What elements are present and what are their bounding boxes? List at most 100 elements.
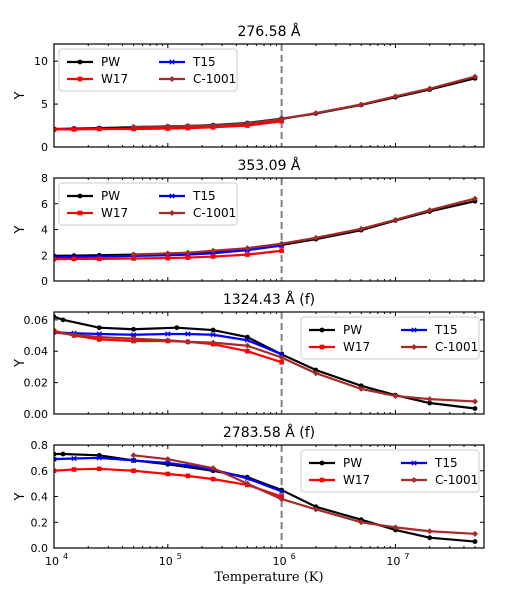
y-tick-label: 0.02: [24, 377, 49, 390]
y-tick-label: 0.0: [31, 542, 49, 555]
y-tick-label: 0.8: [31, 439, 49, 452]
data-point-c-1001: [426, 396, 433, 403]
legend-label: PW: [101, 189, 120, 203]
legend-label: C-1001: [193, 206, 236, 220]
y-tick-label: 6: [41, 198, 48, 211]
data-point-c-1001: [312, 110, 319, 117]
data-point-c-1001: [71, 331, 78, 338]
panel-title: 353.09 Å: [237, 157, 300, 174]
data-point-c-1001: [392, 216, 399, 223]
data-point-c-1001: [278, 496, 285, 503]
data-point-pw: [427, 535, 433, 541]
x-tick-label: 10: [45, 555, 59, 568]
legend-label: T15: [434, 456, 458, 470]
legend-marker: [169, 76, 175, 82]
data-point-c-1001: [244, 342, 251, 349]
data-point-t15: [278, 351, 285, 358]
legend-marker: [169, 193, 175, 199]
legend-marker: [319, 327, 325, 333]
panel-title: 276.58 Å: [237, 23, 300, 40]
legend-marker: [411, 460, 417, 466]
y-tick-label: 8: [41, 172, 48, 185]
data-point-c-1001: [471, 195, 478, 202]
panel-3: 1324.43 Å (f) Y 0.00 0.02 0.04 0.06 PW T15 W17 C-…: [13, 291, 485, 421]
data-point-w17: [165, 471, 171, 477]
data-point-w17: [96, 126, 102, 132]
data-point-pw: [96, 325, 102, 331]
data-point-c-1001: [471, 398, 478, 405]
data-point-c-1001: [130, 335, 137, 342]
legend-marker: [319, 477, 325, 483]
y-tick-label: 0.00: [24, 408, 49, 421]
data-point-c-1001: [54, 329, 57, 336]
data-point-t15: [96, 455, 102, 461]
data-point-t15: [244, 337, 251, 343]
legend-label: C-1001: [435, 340, 478, 354]
panel-title: 2783.58 Å (f): [223, 424, 315, 441]
data-point-w17: [185, 473, 191, 479]
data-point-t15: [71, 455, 77, 462]
data-point-w17: [71, 127, 77, 132]
legend-label: W17: [101, 206, 128, 220]
data-point-c-1001: [164, 250, 171, 257]
data-point-c-1001: [210, 465, 217, 472]
legend-label: T15: [434, 323, 458, 337]
legend-label: W17: [101, 72, 128, 86]
panel-title: 1324.43 Å (f): [223, 291, 315, 308]
series-group: [54, 451, 478, 544]
series-group: [54, 73, 478, 133]
series-line-c-1001: [133, 454, 476, 535]
data-point-w17: [210, 254, 216, 259]
data-point-w17: [96, 466, 102, 472]
data-point-w17: [71, 467, 77, 472]
data-point-w17: [245, 252, 250, 257]
y-axis-label: Y: [13, 492, 28, 501]
legend-marker: [319, 460, 325, 466]
series-line-c-1001: [54, 331, 476, 403]
legend-marker: [77, 59, 83, 65]
y-tick-label: 0: [41, 141, 48, 154]
data-point-c-1001: [130, 452, 137, 459]
data-point-w17: [54, 468, 57, 474]
x-tick-label: 10: [386, 555, 400, 568]
data-point-pw: [472, 406, 478, 411]
y-tick-label: 5: [41, 98, 48, 111]
data-point-t15: [130, 457, 137, 464]
data-point-c-1001: [184, 122, 191, 129]
y-axis-label: Y: [13, 359, 28, 368]
data-point-c-1001: [392, 392, 399, 399]
panel-4: 2783.58 Å (f) Y 0.0 0.2 0.4 0.6 0.8 PW T15 W17 C-1…: [13, 424, 485, 568]
legend-label: PW: [101, 55, 120, 69]
data-point-c-1001: [278, 354, 285, 361]
legend-label: PW: [343, 456, 362, 470]
data-point-c-1001: [312, 506, 319, 513]
data-point-pw: [358, 383, 364, 389]
data-point-c-1001: [426, 528, 433, 535]
legend-marker: [77, 210, 83, 216]
y-tick-label: 0.6: [31, 465, 49, 478]
x-axis-label: Temperature (K): [214, 570, 323, 585]
data-point-w17: [245, 348, 250, 354]
legend: PW T15 W17 C-1001: [58, 182, 238, 226]
legend-label: T15: [192, 55, 216, 69]
y-tick-label: 10: [34, 55, 48, 68]
data-point-c-1001: [392, 93, 399, 100]
axes-frame: [53, 43, 485, 148]
data-point-c-1001: [164, 123, 171, 130]
data-point-w17: [185, 255, 191, 260]
series-group: [54, 195, 478, 262]
x-tick-exponent: 7: [404, 552, 409, 561]
data-point-pw: [131, 326, 136, 332]
legend-marker: [411, 477, 417, 483]
y-axis-label: Y: [13, 91, 28, 100]
data-point-c-1001: [210, 339, 217, 346]
data-point-w17: [96, 256, 102, 262]
data-point-t15: [165, 460, 171, 466]
data-point-c-1001: [96, 334, 103, 341]
y-tick-label: 0: [41, 275, 48, 288]
data-point-c-1001: [358, 101, 365, 108]
data-point-t15: [210, 332, 216, 338]
data-point-w17: [71, 256, 77, 262]
data-point-w17: [279, 248, 284, 254]
data-point-c-1001: [358, 225, 365, 232]
